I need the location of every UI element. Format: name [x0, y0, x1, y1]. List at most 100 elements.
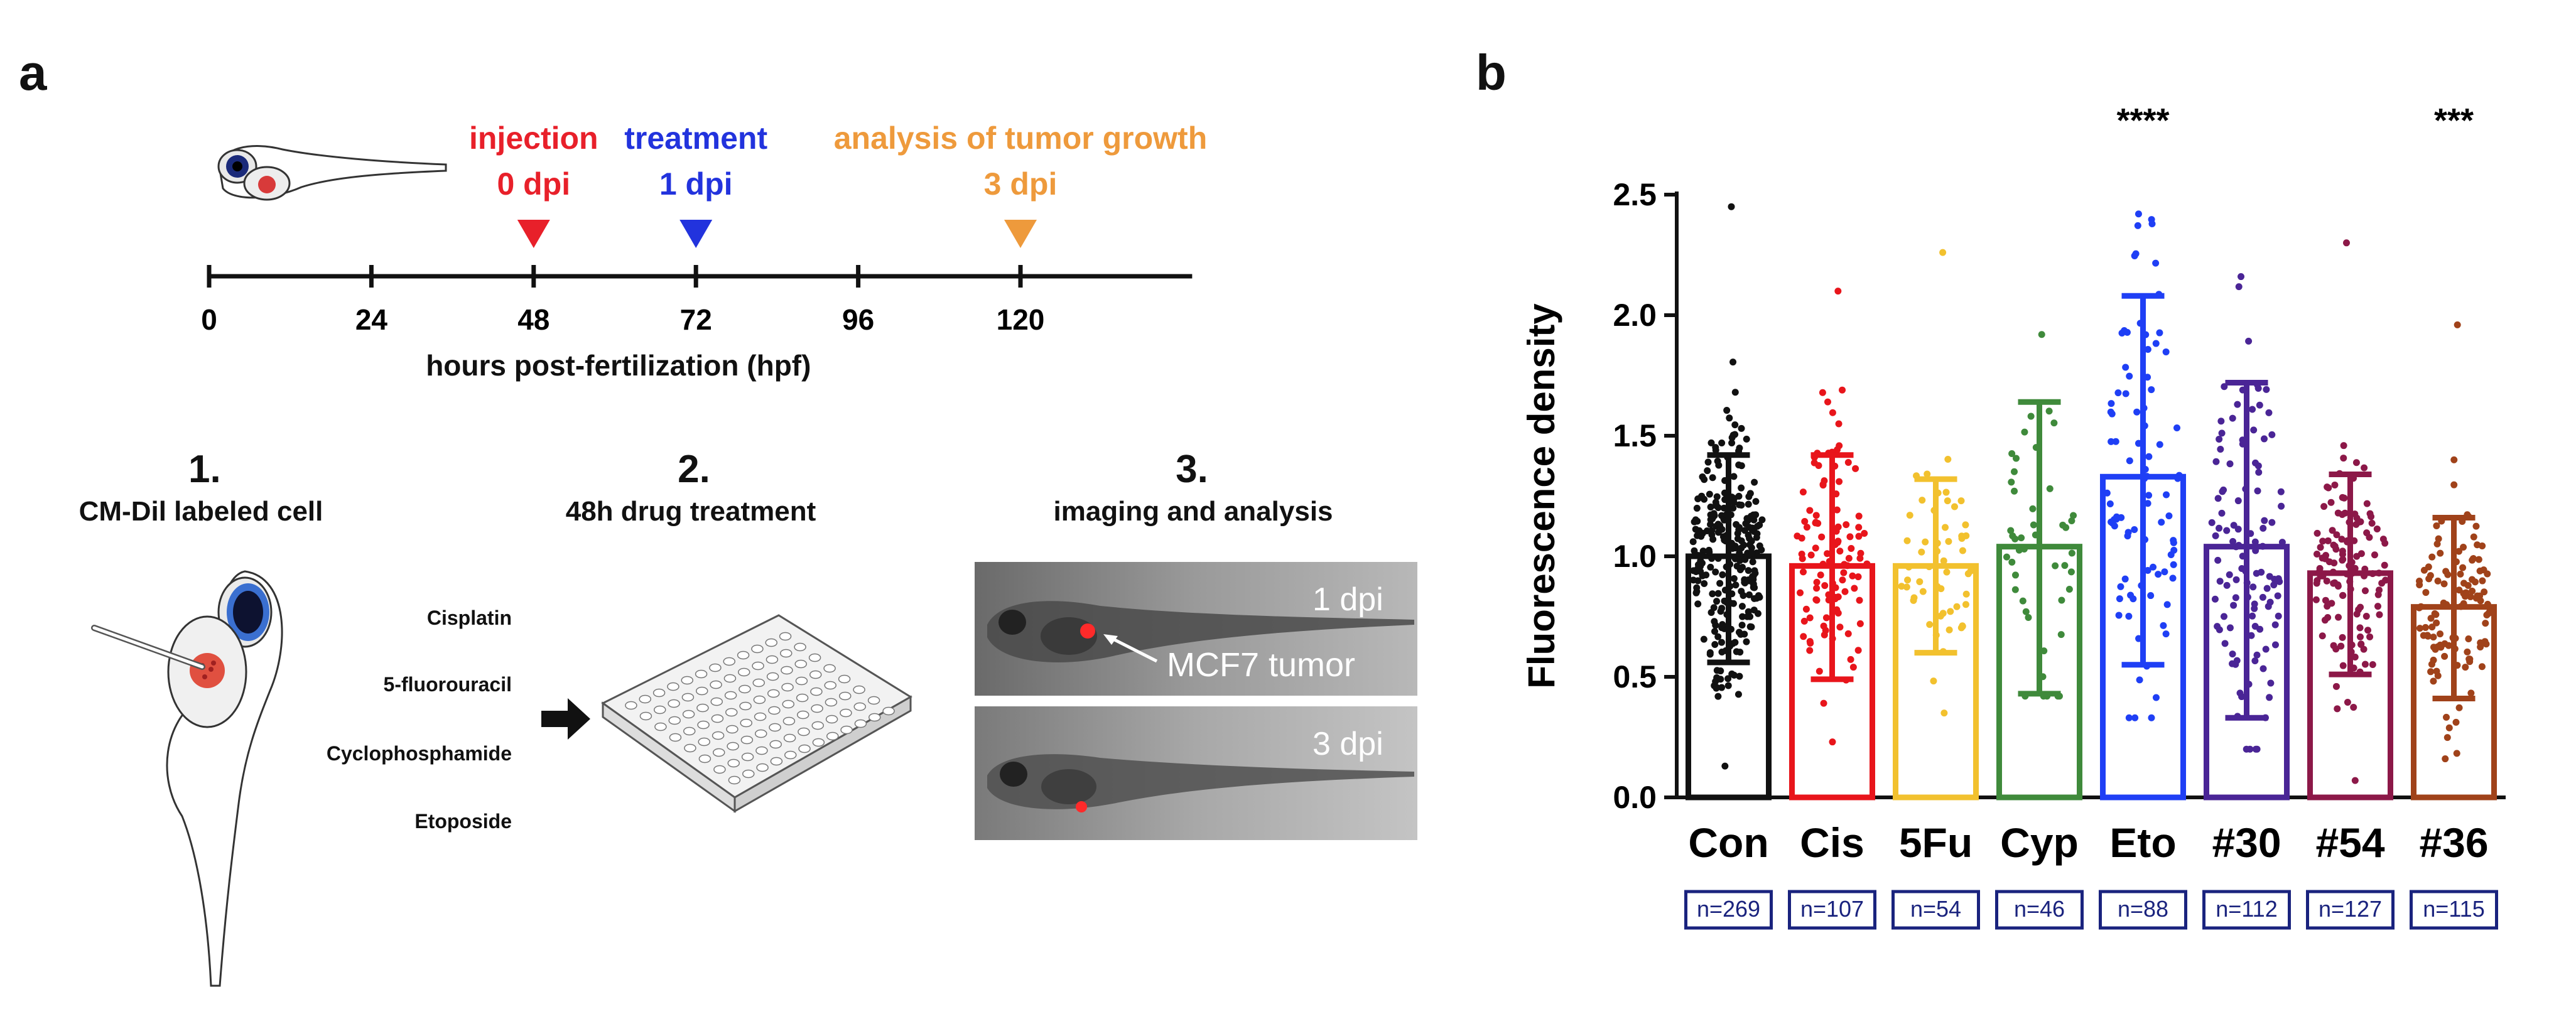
data-point	[2442, 713, 2450, 721]
data-point	[1819, 561, 1827, 568]
data-point	[2027, 413, 2035, 420]
data-point	[1707, 504, 1714, 511]
x-tick-label: Eto	[2109, 819, 2176, 866]
data-point	[2174, 475, 2182, 482]
data-point	[2245, 337, 2253, 345]
n-label: n=54	[1910, 896, 1961, 922]
data-point	[2460, 544, 2467, 551]
step-1-number: 1.	[188, 448, 221, 491]
data-point	[1718, 440, 1726, 447]
data-point	[1704, 467, 1711, 475]
data-point	[2103, 489, 2111, 497]
timeline-event-marker	[679, 220, 713, 248]
data-point	[2249, 406, 2256, 413]
data-point	[2339, 551, 2346, 558]
data-point	[2125, 613, 2133, 620]
data-point	[2324, 537, 2332, 544]
data-point	[1706, 548, 1713, 556]
data-point	[2322, 596, 2329, 604]
n-box	[1891, 890, 1980, 930]
data-point	[1743, 515, 1751, 522]
n-box	[1684, 890, 1773, 930]
data-point	[2251, 538, 2259, 546]
data-point	[1851, 585, 1858, 592]
data-point	[2454, 321, 2461, 328]
data-point	[2155, 571, 2162, 578]
data-point	[2160, 622, 2167, 629]
data-point	[1750, 607, 1758, 614]
step-3-title: imaging and analysis	[1053, 496, 1333, 527]
data-point	[1854, 647, 1862, 654]
data-point	[1708, 527, 1716, 534]
data-point	[1903, 537, 1911, 544]
data-point	[1821, 582, 1829, 590]
n-label: n=127	[2319, 896, 2382, 922]
data-point	[2167, 551, 2175, 558]
data-point	[1806, 614, 1814, 622]
data-point	[2147, 592, 2155, 600]
data-point	[1835, 420, 1843, 428]
n-label: n=46	[2014, 896, 2065, 922]
data-point	[2011, 535, 2019, 542]
data-point	[2113, 513, 2120, 520]
data-point	[1824, 550, 1831, 558]
data-point	[2428, 553, 2436, 561]
data-point	[2259, 665, 2267, 672]
data-point	[1810, 459, 1818, 467]
data-point	[1745, 608, 1752, 615]
data-point	[2479, 577, 2486, 585]
data-point	[2170, 539, 2177, 546]
data-point	[2268, 519, 2276, 526]
data-point	[2443, 601, 2450, 608]
timeline-event-marker	[517, 220, 550, 248]
drug-cyclophosphamide: Cyclophosphamide	[326, 742, 512, 765]
data-point	[1855, 512, 1863, 520]
data-point	[2152, 694, 2160, 701]
data-point	[1713, 493, 1721, 500]
data-point	[1819, 482, 1827, 489]
data-point	[2356, 624, 2364, 632]
timeline-axis-label: hours post-fertilization (hpf)	[426, 349, 811, 382]
data-point	[2223, 581, 2231, 589]
data-point	[1731, 421, 1739, 429]
data-point	[2312, 596, 2320, 603]
data-point	[2328, 600, 2335, 607]
data-point	[2057, 631, 2065, 639]
data-point	[2432, 611, 2440, 618]
data-point	[2226, 460, 2234, 468]
data-point	[2022, 608, 2030, 615]
data-point	[2475, 556, 2482, 563]
data-point	[2230, 601, 2238, 609]
data-point	[1745, 567, 1752, 574]
data-point	[2152, 340, 2160, 347]
data-point	[2433, 619, 2440, 627]
data-point	[2252, 745, 2259, 753]
data-point	[1738, 462, 1745, 470]
data-point	[2144, 567, 2151, 574]
n-box	[2202, 890, 2291, 930]
data-point	[1713, 598, 1721, 605]
data-point	[1813, 585, 1821, 592]
n-box	[1995, 890, 2084, 930]
data-point	[2339, 591, 2347, 599]
data-point	[1802, 605, 1810, 613]
data-point	[2038, 331, 2045, 338]
data-point	[1817, 571, 1824, 579]
data-point	[2108, 410, 2116, 418]
data-points	[2003, 331, 2077, 700]
data-point	[1738, 424, 1745, 432]
data-point	[2125, 714, 2133, 721]
data-point	[1818, 533, 1826, 541]
data-point	[2232, 576, 2240, 583]
data-point	[2379, 536, 2387, 543]
data-point	[2067, 568, 2075, 576]
data-point	[2011, 586, 2019, 593]
data-point	[2121, 327, 2128, 335]
data-point	[1718, 684, 1726, 691]
data-point	[1943, 568, 1951, 576]
data-point	[2270, 581, 2278, 589]
data-point	[2330, 559, 2338, 567]
injected-larva-illustration	[91, 570, 283, 987]
data-point	[1798, 534, 1805, 542]
data-point	[2254, 487, 2261, 495]
